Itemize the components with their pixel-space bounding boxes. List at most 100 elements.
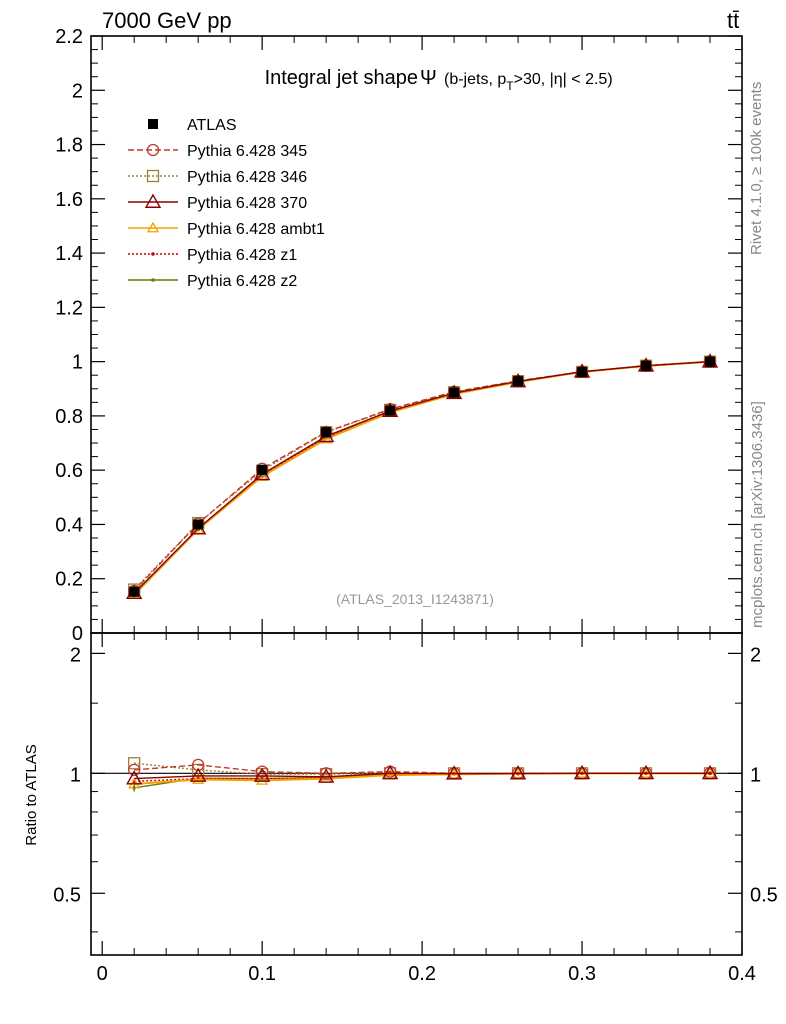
ratio-series-p370: [125, 764, 719, 785]
data-point-marker: [125, 770, 143, 785]
data-point-marker: [701, 764, 719, 780]
data-point-marker: [192, 758, 205, 772]
data-point-marker: [385, 405, 396, 416]
x-tick-label: 0: [97, 963, 108, 985]
y-tick-label: 0: [72, 623, 83, 645]
data-point-marker: [144, 193, 162, 208]
data-point-marker: [151, 278, 155, 282]
analysis-id-label: (ATLAS_2013_I1243871): [336, 591, 494, 607]
x-tick-label: 0.3: [568, 963, 596, 985]
main-axis-ticks: 0 0.2 0.4 0.6 0.8 1 1.2 1.4 1.6 1.8 2 2.2: [55, 26, 743, 645]
data-point-marker: [128, 757, 141, 770]
y-tick-label: 1.8: [55, 135, 83, 157]
y-tick-label: 2: [72, 80, 83, 102]
data-point-marker: [257, 464, 268, 475]
data-point-marker: [189, 767, 207, 782]
mcplots-label: mcplots.cern.ch [arXiv:1306.3436]: [749, 401, 766, 628]
ratio-axis-ticks: 0 0.1 0.2 0.3 0.4 0.5 0.5 1 1 2 2: [53, 633, 778, 985]
ratio-series-line: [134, 764, 711, 775]
main-series-group: [125, 353, 719, 600]
series-data: [129, 356, 716, 597]
data-point-marker: [321, 427, 332, 438]
x-tick-label: 0.2: [408, 963, 436, 985]
legend-label: ATLAS: [187, 117, 237, 134]
legend-label: Pythia 6.428 z1: [187, 247, 297, 264]
ratio-y-tick-label-right: 0.5: [750, 884, 778, 906]
ratio-series-line: [134, 772, 711, 780]
data-point-marker: [637, 764, 655, 780]
chart-subtitle: (b-jets, pT>30, |η| < 2.5): [444, 71, 613, 93]
x-tick-label: 0.1: [248, 963, 276, 985]
data-point-marker: [577, 366, 588, 377]
data-point-marker: [146, 221, 160, 233]
rivet-label: Rivet 4.1.0, ≥ 100k events: [748, 82, 765, 255]
legend-item-data: ATLAS: [148, 117, 237, 134]
series-line: [133, 360, 711, 594]
y-tick-label: 0.2: [55, 569, 83, 591]
ratio-ylabel: Ratio to ATLAS: [23, 744, 40, 845]
legend-label: Pythia 6.428 346: [187, 169, 307, 186]
data-point-marker: [449, 387, 460, 398]
legend-item-z1: Pythia 6.428 z1: [128, 247, 297, 264]
y-tick-label: 1.2: [55, 297, 83, 319]
data-point-marker: [255, 765, 269, 778]
legend-item-p345: Pythia 6.428 345: [128, 143, 307, 160]
data-point-marker: [146, 169, 160, 183]
data-point-marker: [513, 376, 524, 387]
data-point-marker: [151, 252, 155, 256]
ratio-series-group: [125, 757, 719, 792]
data-point-marker: [193, 519, 204, 530]
y-tick-label: 1: [72, 352, 83, 374]
legend-item-p370: Pythia 6.428 370: [128, 193, 307, 212]
ratio-y-tick-label: 0.5: [53, 884, 81, 906]
ratio-y-tick-label-right: 1: [750, 764, 761, 786]
legend-label: Pythia 6.428 345: [187, 143, 307, 160]
data-point-marker: [319, 425, 333, 439]
legend-item-z2: Pythia 6.428 z2: [128, 273, 297, 290]
data-point-marker: [146, 143, 160, 157]
process-label: tt̄: [727, 8, 739, 33]
ratio-panel: 0 0.1 0.2 0.3 0.4 0.5 0.5 1 1 2 2 Ratio to ATLAS: [23, 632, 778, 985]
data-point-marker: [253, 767, 271, 782]
data-point-marker: [641, 360, 652, 371]
x-tick-label: 0.4: [728, 963, 756, 985]
ratio-y-tick-label: 2: [70, 644, 81, 666]
series-line: [133, 360, 711, 592]
energy-label: 7000 GeV pp: [102, 8, 232, 33]
data-point-marker: [705, 356, 716, 367]
y-tick-label: 1.4: [55, 243, 83, 265]
y-tick-label: 0.8: [55, 406, 83, 428]
series-p346: [128, 355, 717, 596]
data-point-marker: [445, 765, 463, 780]
y-tick-label: 0.6: [55, 460, 83, 482]
series-line: [133, 360, 711, 594]
legend-label: Pythia 6.428 ambt1: [187, 221, 325, 238]
series-p370: [125, 353, 719, 600]
subtitle-prefix: (b-jets, p: [444, 71, 506, 88]
y-tick-label: 2.2: [55, 26, 83, 48]
data-point-marker: [319, 767, 333, 780]
chart-title-symbol: Ψ: [420, 67, 437, 89]
ratio-y-tick-label-right: 2: [750, 644, 761, 666]
y-tick-label: 1.6: [55, 189, 83, 211]
series-line: [133, 360, 711, 595]
main-panel: 0 0.2 0.4 0.6 0.8 1 1.2 1.4 1.6 1.8 2 2.2 Integral …: [55, 26, 743, 645]
data-point-marker: [573, 764, 591, 780]
series-p345: [128, 355, 717, 598]
data-point-marker: [381, 764, 399, 780]
chart-title: Integral jet shape: [265, 67, 418, 89]
subtitle-subscript: T: [506, 79, 514, 93]
series-line: [133, 360, 711, 596]
y-tick-label: 0.4: [55, 514, 83, 536]
legend-label: Pythia 6.428 z2: [187, 273, 297, 290]
ratio-frame: [90, 632, 743, 956]
data-point-marker: [129, 586, 140, 597]
series-z2: [132, 359, 712, 597]
ratio-y-tick-label: 1: [70, 764, 81, 786]
legend-item-ambt1: Pythia 6.428 ambt1: [128, 221, 325, 238]
data-point-marker: [128, 763, 141, 777]
subtitle-suffix: >30, |η| < 2.5): [514, 71, 613, 88]
data-point-marker: [509, 765, 527, 780]
series-line: [133, 360, 711, 591]
